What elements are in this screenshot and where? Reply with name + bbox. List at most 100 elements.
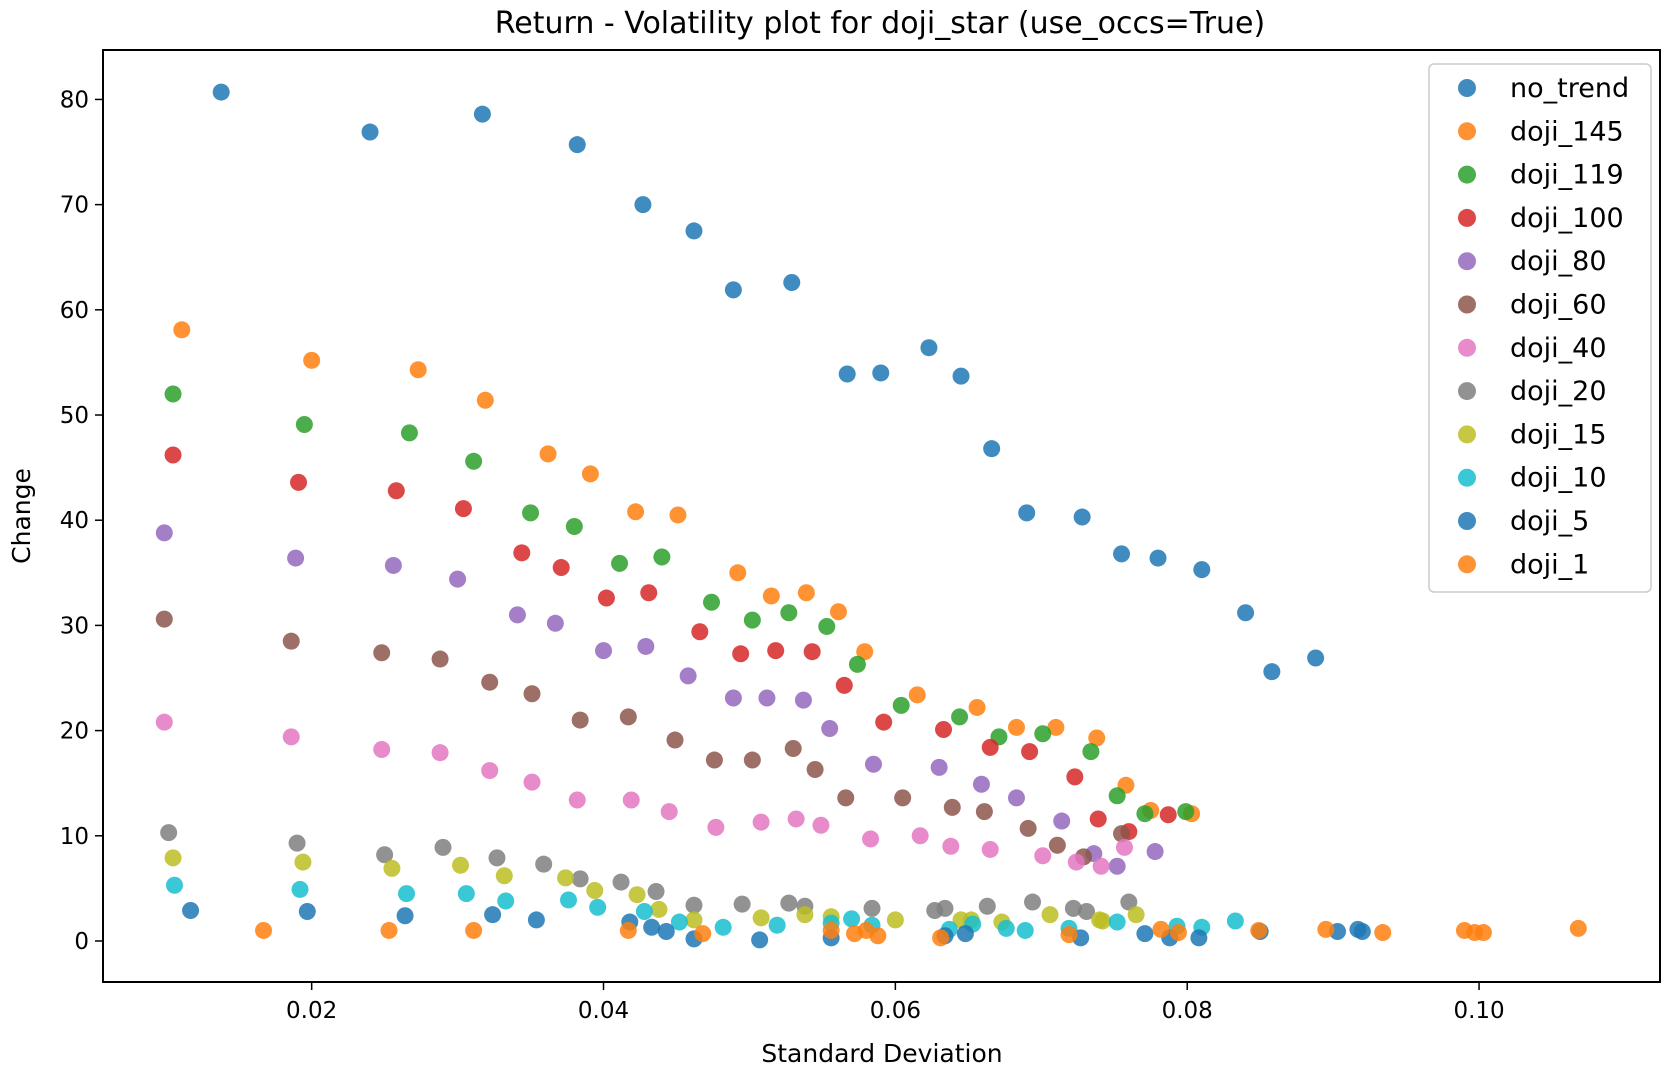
data-point: [565, 518, 583, 536]
data-point: [454, 500, 472, 518]
data-point: [597, 589, 615, 607]
data-point: [983, 440, 1001, 458]
data-point: [1067, 853, 1085, 871]
data-point: [732, 645, 750, 663]
data-point: [935, 721, 953, 739]
legend-marker: [1458, 425, 1476, 444]
data-point: [780, 604, 798, 622]
series-doji_100: [164, 446, 1177, 841]
data-point: [635, 903, 653, 921]
data-point: [1078, 903, 1096, 921]
data-point: [1053, 812, 1071, 830]
data-point: [943, 798, 961, 816]
data-point: [768, 916, 786, 934]
data-point: [155, 713, 173, 731]
data-point: [431, 744, 449, 762]
data-point: [513, 544, 531, 562]
legend-label: doji_100: [1510, 203, 1624, 234]
data-point: [1146, 843, 1164, 861]
data-point: [1353, 923, 1371, 941]
data-point: [806, 761, 824, 779]
data-point: [843, 910, 861, 928]
data-point: [1041, 906, 1059, 924]
y-tick-label: 60: [60, 298, 89, 324]
x-tick-label: 0.10: [1453, 998, 1504, 1024]
series-doji_119: [164, 385, 1195, 823]
data-point: [571, 711, 589, 729]
data-point: [396, 907, 414, 925]
data-point: [1089, 810, 1107, 828]
data-point: [383, 859, 401, 877]
x-tick-label: 0.08: [1162, 998, 1213, 1024]
data-point: [622, 791, 640, 809]
data-point: [1007, 789, 1025, 807]
data-point: [975, 803, 993, 821]
series-doji_15: [164, 849, 1145, 931]
y-axis-ticks: 0 10 20 30 40 50 60 70 80: [60, 87, 103, 955]
data-point: [796, 906, 814, 924]
legend-label: doji_15: [1510, 419, 1607, 450]
data-point: [670, 913, 688, 931]
data-point: [1108, 787, 1126, 805]
data-point: [838, 365, 856, 383]
data-point: [409, 361, 427, 379]
data-point: [535, 855, 553, 873]
data-point: [612, 873, 630, 891]
data-point: [559, 891, 577, 909]
data-point: [951, 708, 969, 726]
data-point: [702, 593, 720, 611]
y-tick-label: 50: [60, 403, 89, 429]
data-point: [1048, 836, 1066, 854]
y-tick-label: 20: [60, 719, 89, 745]
data-point: [628, 886, 646, 904]
legend-label: doji_80: [1510, 246, 1607, 277]
data-point: [694, 925, 712, 943]
data-point: [255, 921, 273, 939]
data-point: [650, 900, 668, 918]
x-axis-ticks: 0.02 0.04 0.06 0.08 0.10: [286, 982, 1505, 1024]
data-points: [155, 83, 1587, 949]
data-point: [1159, 806, 1177, 824]
legend-label: doji_1: [1510, 549, 1589, 580]
data-point: [705, 751, 723, 769]
data-point: [685, 911, 703, 929]
legend-frame: [1428, 63, 1652, 593]
data-point: [1120, 893, 1138, 911]
data-point: [794, 691, 812, 709]
data-point: [1034, 725, 1052, 743]
series-doji_60: [155, 610, 1131, 866]
data-point: [1152, 920, 1170, 938]
data-point: [1113, 825, 1131, 843]
data-point: [784, 739, 802, 757]
legend-marker: [1458, 555, 1476, 574]
data-point: [751, 931, 769, 949]
data-point: [1024, 893, 1042, 911]
data-point: [872, 364, 890, 382]
legend-label: doji_20: [1510, 376, 1607, 407]
data-point: [657, 923, 675, 941]
data-point: [714, 918, 732, 936]
data-point: [484, 906, 502, 924]
legend-marker: [1458, 295, 1476, 314]
data-point: [1019, 819, 1037, 837]
data-point: [835, 676, 853, 694]
data-point: [932, 929, 950, 947]
data-point: [173, 321, 191, 339]
data-point: [160, 824, 178, 842]
y-tick-label: 10: [60, 824, 89, 850]
y-tick-label: 70: [60, 193, 89, 219]
legend-label: doji_5: [1510, 506, 1589, 537]
data-point: [743, 611, 761, 629]
data-point: [595, 642, 613, 660]
data-point: [166, 876, 184, 894]
data-point: [1021, 743, 1039, 761]
data-point: [892, 696, 910, 714]
data-point: [978, 897, 996, 915]
data-point: [291, 880, 309, 898]
data-point: [797, 584, 815, 602]
data-point: [875, 713, 893, 731]
data-point: [848, 655, 866, 673]
data-point: [920, 339, 938, 357]
legend-label: doji_10: [1510, 463, 1607, 494]
